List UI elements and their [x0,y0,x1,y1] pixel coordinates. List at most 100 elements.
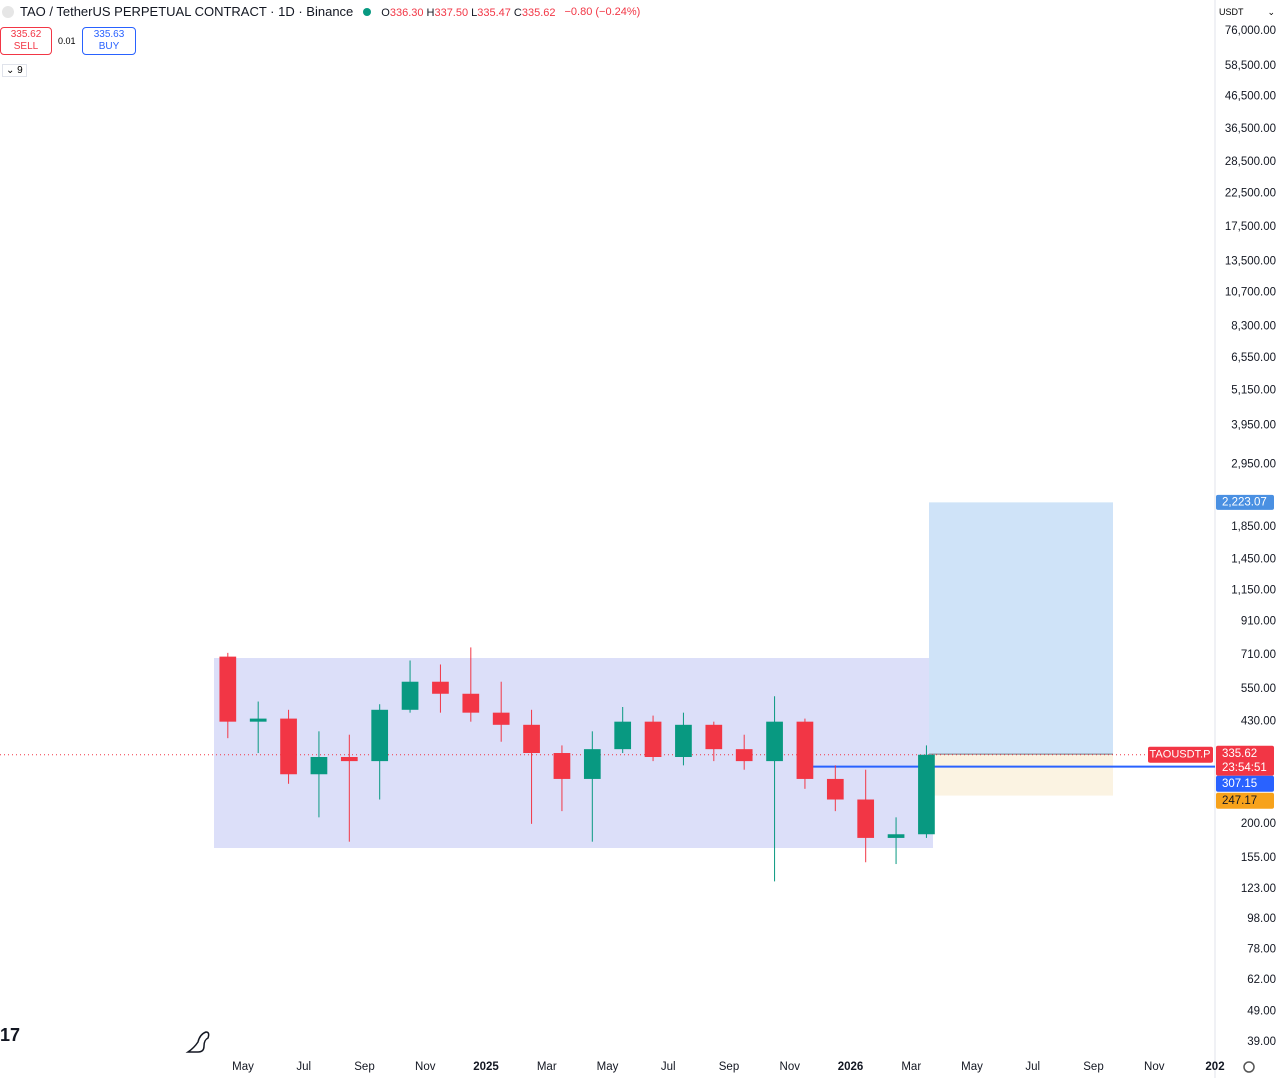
candle-body [705,724,723,750]
status-dot [363,7,372,16]
indicators-count: 9 [17,65,23,76]
x-tick-label: 202 [1205,1061,1224,1073]
y-tick-label: 76,000.00 [1225,25,1276,37]
candle-body [523,724,540,754]
last-price-bg [1216,745,1274,776]
target-zone [929,502,1113,755]
y-tick-label: 8,300.00 [1231,321,1276,333]
x-tick-label: Mar [537,1061,557,1073]
x-tick-label: Jul [661,1061,676,1073]
y-tick-label: 1,450.00 [1231,553,1276,565]
countdown: 23:54:51 [1222,762,1267,774]
candle-body [918,754,935,835]
candle-body [887,834,905,838]
y-tick-label: 98.00 [1247,913,1276,925]
settings-icon[interactable] [1243,1061,1255,1073]
x-tick-label: Nov [415,1061,436,1073]
y-tick-label: 62.00 [1247,974,1276,986]
x-tick-label: Jul [1025,1061,1040,1073]
candle-body [280,718,297,775]
y-tick-label: 550.00 [1241,683,1276,695]
symbol-icon [2,5,14,18]
currency-select[interactable]: USDT ⌄ [1219,7,1275,17]
tv-logo: 17 [0,1025,20,1045]
ohlc-key: H [426,7,435,19]
ohlc-value: 335.62 [521,7,556,19]
candle-body [614,721,632,750]
y-tick-label: 123.00 [1241,883,1276,895]
y-tick-label: 28,500.00 [1225,156,1276,168]
y-tick-label: 17,500.00 [1225,221,1276,233]
candle-body [675,724,692,758]
buy-button[interactable]: 335.63 BUY [82,27,136,55]
candle-body [401,681,419,710]
candle-body [310,757,328,775]
range-box [214,658,933,848]
y-tick-label: 58,500.00 [1225,60,1276,72]
replay-icon[interactable] [185,1031,210,1053]
x-tick-label: May [961,1061,983,1073]
y-tick-label: 1,850.00 [1231,521,1276,533]
last-price-label: 335.62 [1222,748,1257,760]
x-tick-label: Sep [1083,1061,1103,1073]
buy-label: BUY [98,41,120,52]
candle-body [644,721,662,758]
y-tick-label: 10,700.00 [1225,287,1276,299]
y-tick-label: 3,950.00 [1231,420,1276,432]
y-tick-label: 200.00 [1241,818,1276,830]
indicators-toggle[interactable]: ⌄ 9 [2,64,27,77]
ohlc-value: 337.50 [434,7,469,19]
y-tick-label: 36,500.00 [1225,123,1276,135]
x-tick-label: Sep [354,1061,374,1073]
ohlc-key: O [381,7,390,19]
header: TAO / TetherUS PERPETUAL CONTRACT · 1D ·… [0,4,640,19]
candle-body [492,712,510,725]
ohlc-value: 336.30 [389,7,424,19]
y-tick-label: 13,500.00 [1225,256,1276,268]
x-tick-label: 2025 [473,1061,499,1073]
ohlc: O336.30 H337.50 L335.47 C335.62 [381,4,558,19]
symbol-tag: TAOUSDT.P [1150,749,1211,761]
x-tick-label: Mar [901,1061,921,1073]
target-label: 2,223.07 [1222,496,1267,508]
symbol-title[interactable]: TAO / TetherUS PERPETUAL CONTRACT · 1D ·… [20,4,354,19]
candle-body [371,709,389,762]
x-tick-label: Nov [1144,1061,1165,1073]
stop-label: 247.17 [1222,795,1257,807]
y-tick-label: 2,950.00 [1231,459,1276,471]
candle-body [583,749,601,779]
sell-price: 335.62 [10,29,42,40]
sell-label: SELL [13,41,39,52]
change: −0.80 (−0.24%) [564,5,641,18]
candle-body [219,656,237,722]
x-tick-label: Nov [780,1061,801,1073]
y-tick-label: 46,500.00 [1225,91,1276,103]
y-tick-label: 1,150.00 [1231,584,1276,596]
spread: 0.01 [58,36,76,46]
buy-price: 335.63 [93,29,125,40]
x-tick-label: Jul [296,1061,311,1073]
y-tick-label: 910.00 [1241,616,1276,628]
svg-text:17: 17 [0,1025,20,1045]
x-tick-label: Sep [719,1061,739,1073]
candle-body [432,681,449,694]
candle-body [462,693,480,713]
y-tick-label: 5,150.00 [1231,384,1276,396]
y-tick-label: 710.00 [1241,649,1276,661]
y-tick-label: 49.00 [1247,1006,1276,1018]
symbol-tag-bg [1148,746,1213,763]
x-tick-label: May [232,1061,254,1073]
candle-body [735,749,753,762]
candle-body [857,799,875,838]
x-tick-label: 2026 [838,1061,864,1073]
ohlc-value: 335.47 [477,7,511,19]
line-label: 307.15 [1222,778,1257,790]
target-label-bg [1216,494,1274,510]
y-tick-label: 22,500.00 [1225,187,1276,199]
y-tick-label: 6,550.00 [1231,352,1276,364]
sell-button[interactable]: 335.62 SELL [0,27,52,55]
candle-body [553,753,571,779]
y-tick-label: 39.00 [1247,1036,1276,1048]
